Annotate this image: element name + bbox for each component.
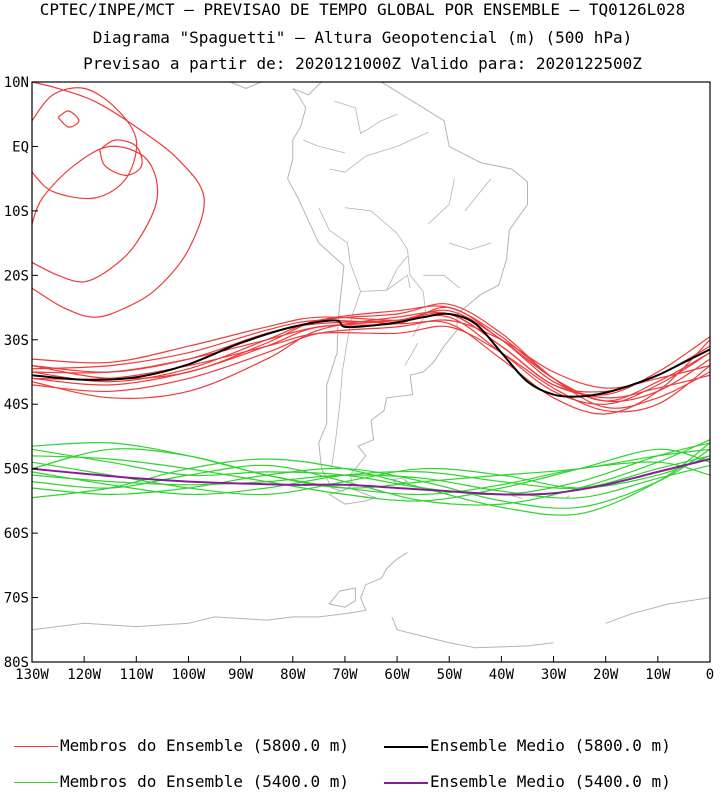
ensemble-mean-line [32, 312, 710, 398]
country-border [331, 262, 362, 466]
member-5800-line [32, 319, 710, 393]
tropical-contour-line [57, 110, 80, 128]
x-tick-label: 120W [67, 667, 101, 683]
member-5400-line [32, 442, 710, 516]
axes: 130W 120W 110W 100W 90W 80W 70W 60W 50W 40W 30W 20W… [4, 75, 715, 683]
chart-title-line-2: Diagrama "Spaguetti" – Altura Geopotenci… [92, 28, 633, 47]
y-tick-label: 80S [4, 655, 29, 671]
coastline-segment [32, 551, 408, 631]
legend-swatch-black [384, 745, 428, 748]
country-border [386, 255, 408, 291]
x-tick-label: 60W [384, 667, 410, 683]
coastline-segment [287, 82, 528, 492]
y-tick-label: 40S [4, 397, 29, 413]
legend-swatch-red [14, 746, 58, 747]
country-border [329, 131, 429, 173]
tropical-contour-line [32, 145, 159, 283]
y-tick-label: 60S [4, 526, 29, 542]
y-tick-label: 30S [4, 333, 29, 349]
legend-label: Ensemble Medio (5400.0 m) [430, 772, 671, 791]
member-5800-line [32, 305, 710, 402]
chart-title-line-1: CPTEC/INPE/MCT – PREVISAO DE TEMPO GLOBA… [39, 0, 686, 19]
ensemble-mean-line [32, 458, 710, 496]
x-tick-label: 80W [280, 667, 306, 683]
x-tick-label: 100W [172, 667, 206, 683]
y-tick-label: 20S [4, 268, 29, 284]
x-tick-label: 40W [489, 667, 515, 683]
coastline-map [32, 82, 710, 649]
member-5400-line [32, 448, 710, 502]
country-border [334, 100, 398, 135]
legend-label: Membros do Ensemble (5800.0 m) [60, 736, 349, 755]
coastline-segment [391, 616, 554, 649]
coastline-segment [146, 82, 267, 89]
member-5800-line [32, 303, 710, 409]
coastline-segment [605, 597, 710, 624]
member-5400-line [32, 464, 710, 499]
y-tick-label: 10S [4, 204, 29, 220]
coastline-segment [328, 587, 356, 608]
x-tick-label: 20W [593, 667, 619, 683]
y-tick-label: 70S [4, 591, 29, 607]
coastline-segment [328, 487, 377, 505]
x-tick-label: 70W [332, 667, 358, 683]
country-border [318, 207, 351, 263]
member-5400-line [32, 455, 710, 496]
tropical-contour-line [32, 87, 138, 200]
legend-label: Membros do Ensemble (5400.0 m) [60, 772, 349, 791]
x-tick-label: 30W [541, 667, 567, 683]
legend-swatch-purple [384, 781, 428, 784]
tropical-contour-line [99, 139, 143, 177]
member-5800-line [32, 319, 710, 415]
country-border [404, 342, 419, 366]
legend-members-5800: Membros do Ensemble (5800.0 m) [14, 736, 349, 755]
y-tick-label: 50S [4, 462, 29, 478]
x-tick-label: 10W [645, 667, 671, 683]
coastline-segment [566, 495, 570, 499]
legend-label: Ensemble Medio (5800.0 m) [430, 736, 671, 755]
country-border [360, 274, 411, 292]
y-tick-label: EQ [12, 139, 29, 155]
legend-members-5400: Membros do Ensemble (5400.0 m) [14, 772, 349, 791]
x-tick-label: 110W [119, 667, 153, 683]
chart-title-line-3: Previsao a partir de: 2020121000Z Valido… [83, 54, 642, 73]
legend-swatch-green [14, 782, 58, 783]
member-5800-line [32, 311, 710, 399]
x-tick-label: 130W [15, 667, 49, 683]
x-tick-label: 90W [228, 667, 254, 683]
member-5800-line [32, 309, 710, 399]
spaghetti-chart: 130W 120W 110W 100W 90W 80W 70W 60W 50W 40W 30W 20W… [4, 75, 715, 683]
contour-lines [32, 82, 710, 516]
plot-frame [31, 81, 711, 663]
y-tick-label: 10N [4, 75, 29, 91]
country-border [423, 274, 460, 289]
country-border [449, 242, 492, 251]
legend-mean-5400: Ensemble Medio (5400.0 m) [384, 772, 671, 791]
member-5400-line [32, 441, 710, 496]
country-border [428, 178, 455, 225]
x-tick-label: 0 [706, 667, 714, 683]
country-border [464, 178, 492, 212]
tropical-contour-line [32, 82, 205, 318]
country-border [344, 207, 427, 337]
member-5400-line [32, 448, 710, 509]
legend-mean-5800: Ensemble Medio (5800.0 m) [384, 736, 671, 755]
member-5400-line [32, 442, 710, 496]
x-tick-label: 50W [437, 667, 463, 683]
country-border [303, 139, 345, 154]
